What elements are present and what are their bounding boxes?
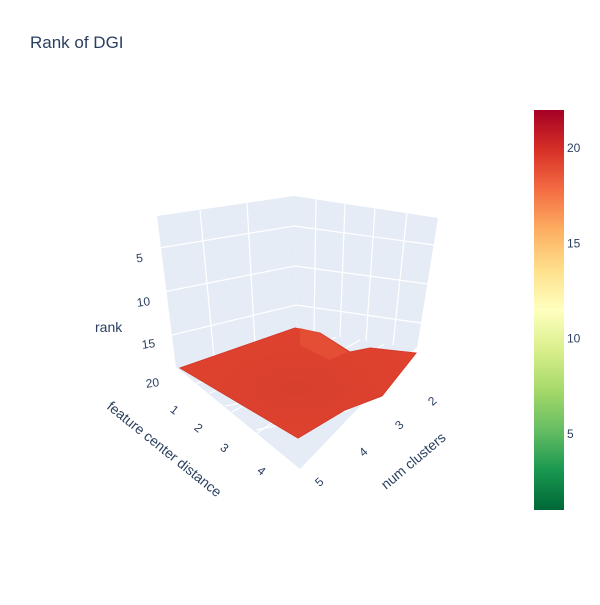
surface-highlight: [300, 328, 348, 360]
colorbar-tick-label: 15: [567, 236, 581, 250]
colorbar-tick-label: 20: [567, 141, 581, 155]
z-axis-title: rank: [95, 319, 123, 335]
chart-title: Rank of DGI: [30, 33, 124, 52]
x-tick-label: 4: [356, 444, 371, 459]
y-tick-label: 2: [192, 420, 206, 435]
x-tick-label: 3: [392, 417, 407, 432]
colorbar-tick-label: 5: [567, 427, 574, 441]
colorbar-tick-label: 10: [567, 332, 581, 346]
colorbar: [534, 110, 564, 510]
z-tick-label: 20: [145, 375, 160, 391]
z-tick-label: 10: [136, 294, 151, 310]
colorbar-ticks: 5 10 15 20: [567, 141, 581, 441]
x-tick-label: 2: [425, 393, 440, 408]
floor-edge-front-left: [175, 367, 301, 471]
z-tick-label: 5: [135, 251, 144, 266]
surface-shading: [180, 328, 416, 438]
x-tick-label: 5: [312, 474, 327, 489]
y-axis-title: feature center distance: [104, 398, 225, 500]
z-axis-ticks: 5 10 15 20: [135, 251, 160, 391]
y-tick-label: 3: [218, 440, 232, 455]
back-wall-left: [157, 196, 297, 368]
z-tick-label: 15: [141, 336, 156, 352]
y-tick-label: 1: [168, 402, 182, 417]
y-tick-label: 4: [255, 463, 269, 478]
x-axis-title: num clusters: [378, 429, 449, 492]
